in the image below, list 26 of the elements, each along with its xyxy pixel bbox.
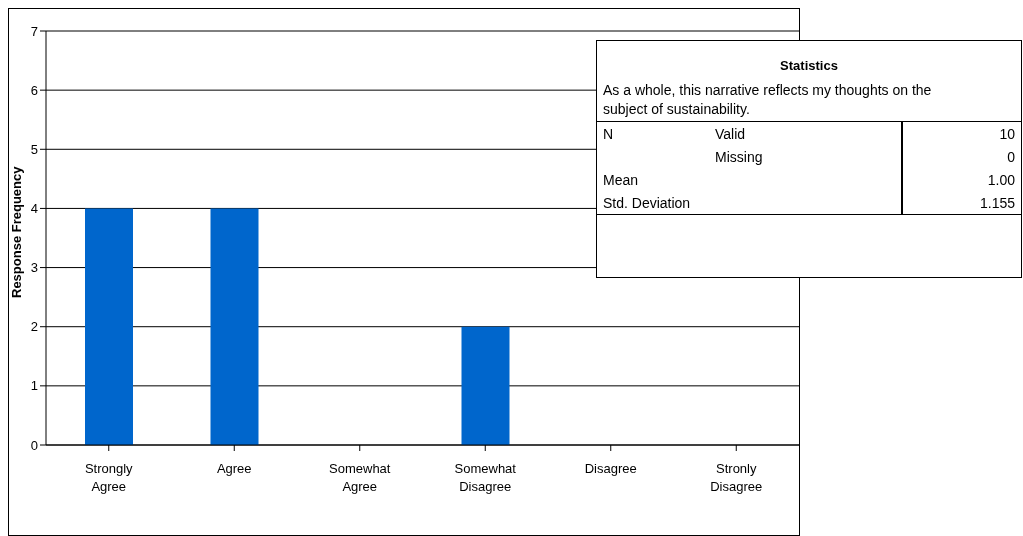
text: 10 [999,125,1015,142]
annotation: Valid [714,124,747,144]
text: 0 [1007,148,1015,165]
y-tick-label: 2 [30,319,38,335]
annotation: Statistics [779,58,839,73]
y-tick-label: 6 [30,82,38,98]
y-tick-label: 1 [30,378,38,394]
text: 1.00 [987,171,1015,188]
annotation: Mean [602,170,640,190]
x-tick-label: Somewhat Agree [329,461,391,494]
x-tick-label: Agree [216,461,252,476]
y-tick-label: 5 [30,141,38,157]
text: 1.155 [979,194,1015,211]
annotation: N [602,124,615,144]
y-tick-label: 7 [30,23,38,39]
y-axis-title: Response Frequency [8,165,24,298]
annotation: Missing [714,147,764,167]
x-tick-label: Strongly Agree [84,461,134,494]
y-tick-label: 0 [30,437,38,453]
x-tick-label: Somewhat Disagree [454,461,517,494]
y-tick-label: 4 [30,201,38,217]
annotation: As a whole, this narrative reflects my thoughts on the subject of sustainability. [602,81,933,119]
y-tick-label: 3 [30,260,38,276]
annotation: Std. Deviation [602,193,692,213]
x-tick-label: Disagree [584,461,637,476]
x-tick-label: Stronly Disagree [710,461,763,494]
